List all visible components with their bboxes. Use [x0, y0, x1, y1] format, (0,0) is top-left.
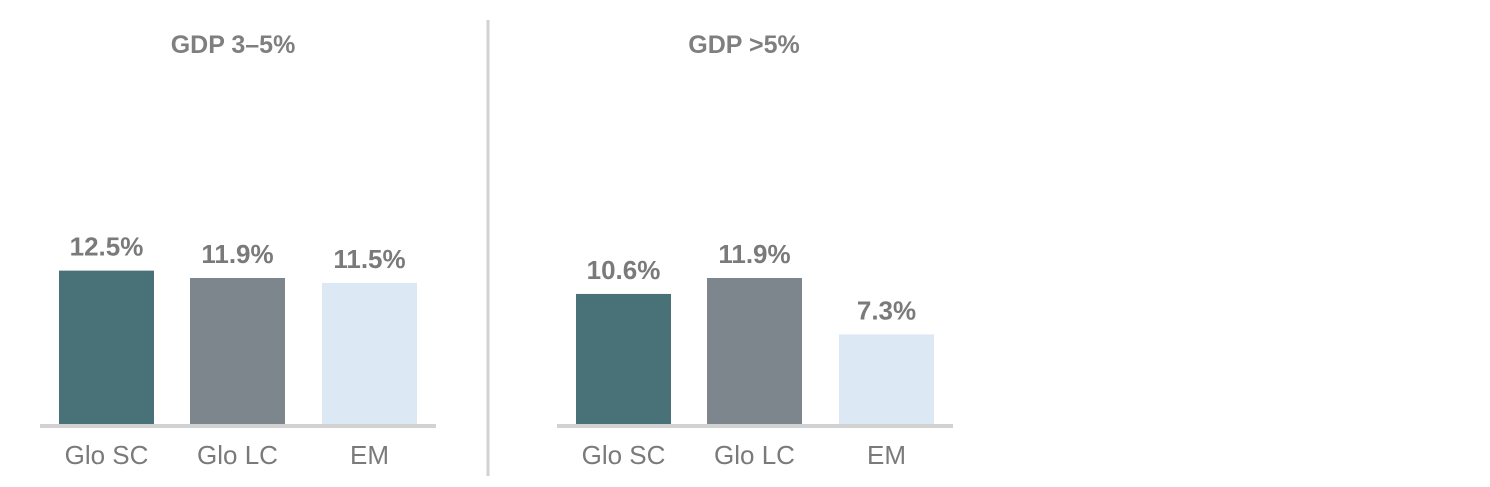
- bar-em: [322, 282, 417, 424]
- panel-gdp-over-5: GDP >5% 10.6% Glo SC 11.9% Glo LC 7.3% EM: [557, 31, 953, 470]
- data-label: 7.3%: [857, 295, 916, 325]
- category-label: Glo SC: [65, 440, 149, 470]
- bar-em: [839, 334, 934, 424]
- category-label: Glo SC: [582, 440, 666, 470]
- category-label: EM: [350, 440, 389, 470]
- panel-gdp-3-5: GDP 3–5% 12.5% Glo SC 11.9% Glo LC 11.5% EM: [40, 31, 436, 470]
- bar-glo-sc: [576, 293, 671, 424]
- data-label: 12.5%: [70, 232, 144, 262]
- data-label: 11.9%: [201, 239, 273, 269]
- data-label: 11.9%: [718, 239, 790, 269]
- category-label: Glo LC: [714, 440, 795, 470]
- bar-glo-sc: [59, 270, 154, 424]
- panel-title: GDP 3–5%: [171, 31, 296, 59]
- panel-title: GDP >5%: [688, 31, 799, 59]
- category-label: EM: [867, 440, 906, 470]
- data-label: 10.6%: [587, 255, 661, 285]
- category-label: Glo LC: [197, 440, 278, 470]
- data-label: 11.5%: [333, 244, 405, 274]
- bar-glo-lc: [190, 277, 285, 424]
- bar-glo-lc: [707, 277, 802, 424]
